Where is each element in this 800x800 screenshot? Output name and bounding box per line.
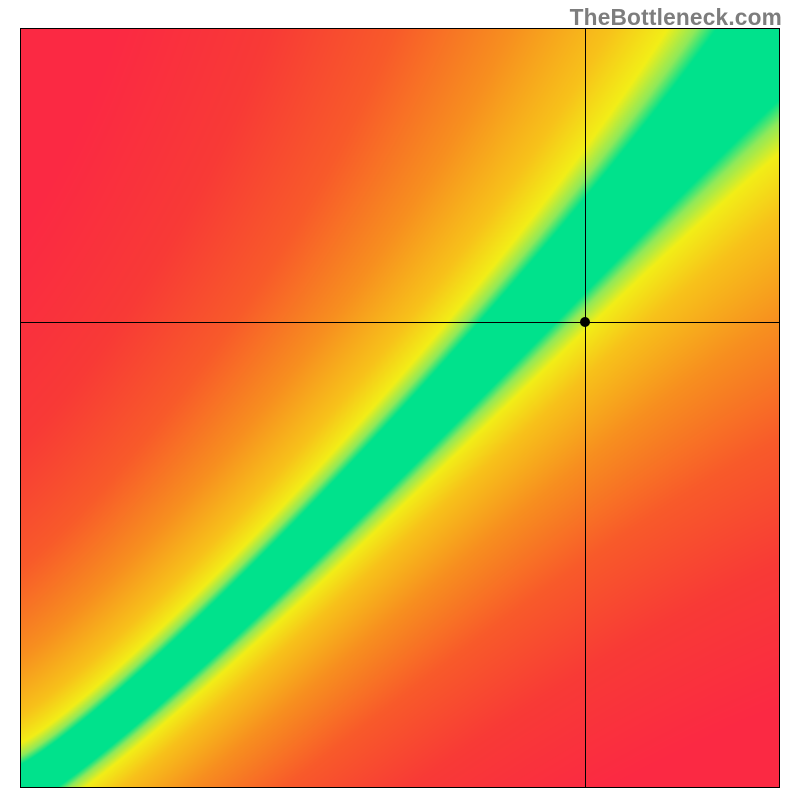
operating-point-marker xyxy=(580,317,590,327)
chart-container: TheBottleneck.com xyxy=(0,0,800,800)
plot-area xyxy=(20,28,780,788)
bottleneck-heatmap xyxy=(21,29,779,787)
crosshair-horizontal xyxy=(21,322,779,323)
crosshair-vertical xyxy=(585,29,586,787)
watermark-text: TheBottleneck.com xyxy=(570,4,782,31)
